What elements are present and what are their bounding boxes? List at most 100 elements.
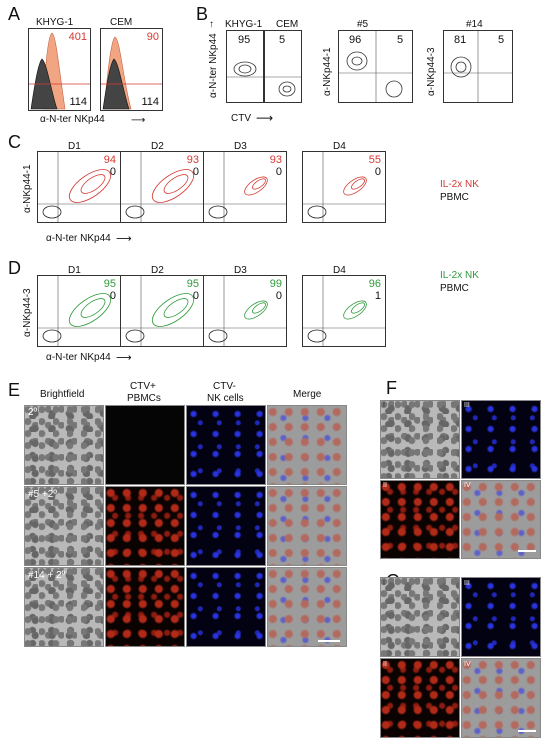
panel-d-nk-percent: 95 bbox=[186, 278, 199, 290]
panel-b-khyg-title: KHYG-1 bbox=[225, 19, 263, 30]
panel-label-e: E bbox=[8, 380, 21, 400]
panel-b-clone5-plot: 96 5 bbox=[338, 30, 413, 103]
panel-e-col-pbmc-2: PBMCs bbox=[127, 393, 161, 404]
panel-c-plot-title: D4 bbox=[333, 141, 346, 152]
panel-c-ylabel: α-NKp44-1 bbox=[22, 164, 33, 213]
panel-b-khyg-value: 95 bbox=[238, 34, 251, 46]
panel-d-plot-1-svg bbox=[38, 276, 120, 346]
panel-a-cem-upper: 90 bbox=[146, 31, 159, 43]
panel-d-nk-percent: 96 bbox=[368, 278, 381, 290]
panel-b-clone5-title: #5 bbox=[357, 19, 369, 30]
panel-d-plot-1: D1 95 0 bbox=[37, 265, 121, 347]
panel-e-brightfield-row2 bbox=[24, 486, 104, 566]
panel-d-pbmc-percent: 0 bbox=[192, 290, 199, 302]
panel-e-brightfield-row3 bbox=[24, 567, 104, 647]
panel-e-nk-row3 bbox=[186, 567, 266, 647]
panel-b-xlabel: CTV bbox=[231, 113, 251, 124]
panel-d-ylabel: α-NKp44-3 bbox=[22, 288, 33, 337]
panel-e-col-pbmc-1: CTV+ bbox=[130, 381, 156, 392]
panel-b-clone5-ylabel: α-NKp44-1 bbox=[322, 47, 333, 96]
panel-d-nk-percent: 95 bbox=[103, 278, 116, 290]
panel-d-pbmc-percent: 1 bbox=[374, 290, 381, 302]
panel-e-nk-row2 bbox=[186, 486, 266, 566]
panel-d-pbmc-percent: 0 bbox=[275, 290, 282, 302]
panel-d-plot-title: D2 bbox=[151, 265, 164, 276]
panel-d-plot-title: D1 bbox=[68, 265, 81, 276]
panel-e-col-nk-2: NK cells bbox=[207, 393, 244, 404]
histogram-khyg-svg bbox=[29, 32, 90, 110]
panel-c-plot-title: D2 bbox=[151, 141, 164, 152]
panel-c-plot-title: D1 bbox=[68, 141, 81, 152]
histogram-cem-svg bbox=[101, 36, 162, 110]
panel-d-legend-pbmc: PBMC bbox=[440, 283, 469, 294]
panel-c-nk-percent: 94 bbox=[103, 154, 116, 166]
panel-label-d: D bbox=[8, 258, 21, 278]
panel-c-nk-percent: 93 bbox=[186, 154, 199, 166]
panel-g-label-ii: II bbox=[383, 661, 387, 668]
panel-g-quadrant-4 bbox=[461, 658, 541, 738]
panel-b-ylabel: α-N-ter NKp44 bbox=[208, 33, 219, 98]
panel-d-pbmc-percent: 0 bbox=[109, 290, 116, 302]
panel-e-pbmc-row1 bbox=[105, 405, 185, 485]
panel-a-histogram-cem: 90 114 bbox=[100, 28, 163, 111]
panel-c-pbmc-percent: 0 bbox=[374, 166, 381, 178]
panel-f-quadrant-2 bbox=[380, 480, 460, 559]
panel-c-plot-2-svg bbox=[121, 152, 203, 222]
panel-e-pbmc-row2 bbox=[105, 486, 185, 566]
panel-label-a: A bbox=[8, 4, 21, 24]
panel-c-xaxis-arrow: ⟶ bbox=[116, 233, 132, 245]
panel-f-label-i: I bbox=[383, 402, 385, 409]
panel-e-row1-label: 2º bbox=[28, 407, 38, 418]
panel-c-plot-1-svg bbox=[38, 152, 120, 222]
panel-d-plot-title: D4 bbox=[333, 265, 346, 276]
panel-a-xaxis-arrow: ⟶ bbox=[131, 115, 146, 126]
panel-d-plot-title: D3 bbox=[234, 265, 247, 276]
panel-d-xaxis-arrow: ⟶ bbox=[116, 352, 132, 364]
panel-g-quadrant-2 bbox=[380, 658, 460, 738]
panel-b-clone14-ylabel: α-NKp44-3 bbox=[426, 47, 437, 96]
panel-f-label-iv: IV bbox=[464, 482, 471, 489]
panel-e-col-merge: Merge bbox=[293, 389, 322, 400]
panel-e-scale-bar bbox=[318, 640, 340, 642]
panel-c-plot-3: D3 93 0 bbox=[203, 141, 287, 223]
panel-f-quadrant-4 bbox=[461, 480, 541, 559]
panel-f-quadrant-3 bbox=[461, 400, 541, 479]
panel-d-legend-nk: IL-2x NK bbox=[440, 270, 479, 281]
panel-b-clone14-right: 5 bbox=[498, 34, 505, 46]
panel-g-quadrant-3 bbox=[461, 577, 541, 657]
panel-c-plot-4-svg bbox=[303, 152, 385, 222]
panel-f-label-iii: III bbox=[464, 402, 470, 409]
panel-e-merge-row3 bbox=[267, 567, 347, 647]
panel-e-col-nk-1: CTV- bbox=[213, 381, 236, 392]
panel-c-plot-title: D3 bbox=[234, 141, 247, 152]
panel-a-xlabel: α-N-ter NKp44 bbox=[40, 114, 105, 125]
panel-b-clone5-left: 96 bbox=[349, 34, 362, 46]
panel-b-clone14-left: 81 bbox=[454, 34, 467, 46]
panel-g-quadrant-1 bbox=[380, 577, 460, 657]
panel-g-label-iv: IV bbox=[464, 661, 471, 668]
panel-c-xlabel: α-N-ter NKp44 bbox=[46, 233, 111, 244]
panel-e-nk-row1 bbox=[186, 405, 266, 485]
panel-c-nk-percent: 93 bbox=[269, 154, 282, 166]
panel-c-pbmc-percent: 0 bbox=[192, 166, 199, 178]
panel-b-cem-value: 5 bbox=[279, 34, 286, 46]
panel-g-label-i: I bbox=[383, 580, 385, 587]
panel-f-scale-bar bbox=[518, 550, 536, 552]
panel-b-cem-title: CEM bbox=[276, 19, 299, 30]
panel-b-cem-plot: 5 bbox=[264, 30, 302, 103]
panel-a-cem-title: CEM bbox=[110, 17, 133, 28]
panel-e-row2-label: #5 +2º bbox=[28, 489, 57, 500]
panel-a-cem-lower: 114 bbox=[141, 96, 159, 108]
panel-d-plot-2: D2 95 0 bbox=[120, 265, 204, 347]
panel-b-khyg-plot-svg bbox=[227, 61, 263, 78]
panel-g-label-iii: III bbox=[464, 580, 470, 587]
panel-a-khyg-upper: 401 bbox=[68, 31, 87, 43]
panel-e-merge-row2 bbox=[267, 486, 347, 566]
panel-d-plot-3-svg bbox=[204, 276, 286, 346]
panel-a-histogram-khyg: 401 114 bbox=[28, 28, 91, 111]
panel-b-khyg-plot: 95 bbox=[226, 30, 264, 103]
panel-e-brightfield-row1 bbox=[24, 405, 104, 485]
panel-c-pbmc-percent: 0 bbox=[109, 166, 116, 178]
panel-f-quadrant-1 bbox=[380, 400, 460, 479]
panel-b-clone14-plot: 81 5 bbox=[443, 30, 513, 103]
